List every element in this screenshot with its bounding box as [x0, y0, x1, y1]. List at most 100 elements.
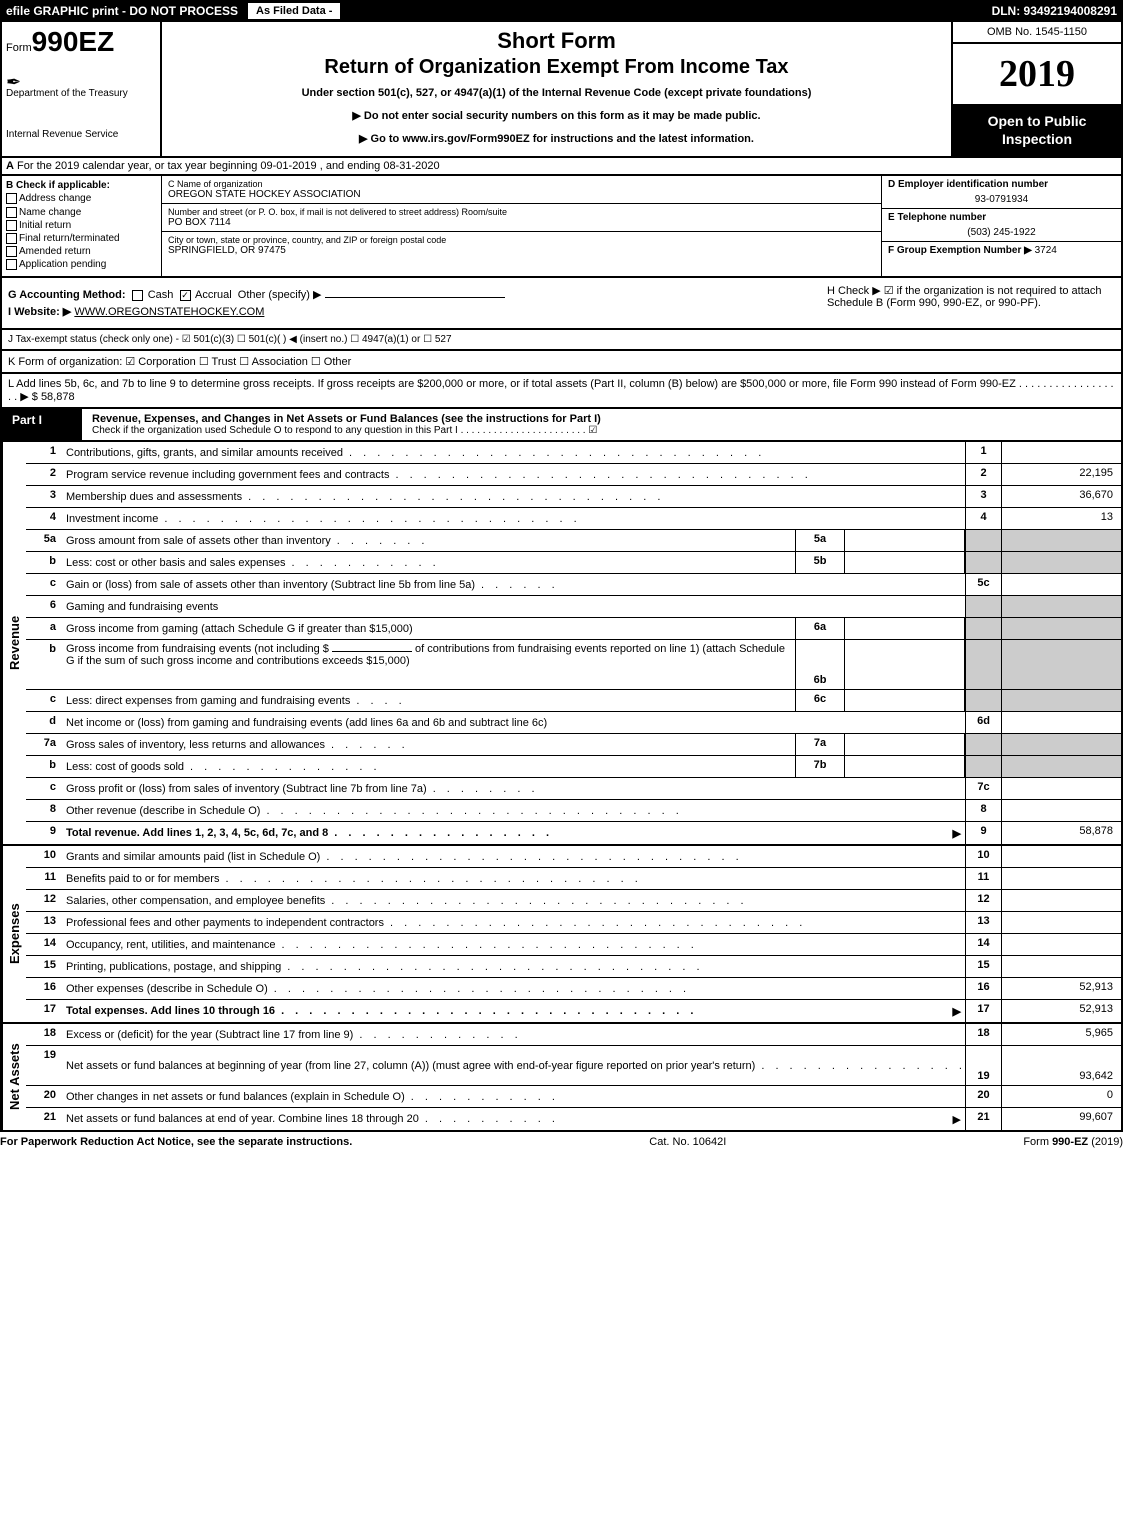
under-section: Under section 501(c), 527, or 4947(a)(1)…	[168, 87, 945, 99]
group-exempt-row: F Group Exemption Number ▶ 3724	[882, 242, 1121, 270]
row-2: 2Program service revenue including gover…	[26, 464, 1121, 486]
row-6d: dNet income or (loss) from gaming and fu…	[26, 712, 1121, 734]
expenses-block: Expenses 10Grants and similar amounts pa…	[0, 846, 1123, 1024]
l-text: L Add lines 5b, 6c, and 7b to line 9 to …	[8, 378, 1016, 390]
row-8: 8Other revenue (describe in Schedule O).…	[26, 800, 1121, 822]
row-7c: cGross profit or (loss) from sales of in…	[26, 778, 1121, 800]
side-revenue: Revenue	[2, 442, 26, 844]
city-row: City or town, state or province, country…	[162, 232, 881, 260]
part1-header: Part I Revenue, Expenses, and Changes in…	[0, 409, 1123, 442]
footer-mid: Cat. No. 10642I	[352, 1136, 1023, 1148]
irs-eagle-icon: ✒	[6, 72, 21, 93]
dept-treasury: Department of the Treasury	[6, 88, 156, 99]
row-7b: bLess: cost of goods sold . . . . . . . …	[26, 756, 1121, 778]
g-left: G Accounting Method: Cash Accrual Other …	[2, 278, 821, 328]
part1-check: ☑	[588, 425, 597, 436]
no-ssn-line: ▶ Do not enter social security numbers o…	[168, 109, 945, 122]
cb-pending[interactable]: Application pending	[6, 259, 157, 270]
netassets-block: Net Assets 18Excess or (deficit) for the…	[0, 1024, 1123, 1132]
row-20: 20Other changes in net assets or fund ba…	[26, 1086, 1121, 1108]
row-5b: bLess: cost or other basis and sales exp…	[26, 552, 1121, 574]
row-18: 18Excess or (deficit) for the year (Subt…	[26, 1024, 1121, 1046]
i-label: I Website: ▶	[8, 306, 71, 318]
g-right: H Check ▶ ☑ if the organization is not r…	[821, 278, 1121, 328]
row-16: 16Other expenses (describe in Schedule O…	[26, 978, 1121, 1000]
dln-label: DLN: 93492194008291	[986, 2, 1123, 20]
section-g: G Accounting Method: Cash Accrual Other …	[0, 278, 1123, 330]
org-city: SPRINGFIELD, OR 97475	[168, 245, 875, 256]
header-mid: Short Form Return of Organization Exempt…	[162, 22, 951, 156]
city-label: City or town, state or province, country…	[168, 235, 875, 245]
row-19: 19Net assets or fund balances at beginni…	[26, 1046, 1121, 1086]
col-c: C Name of organization OREGON STATE HOCK…	[162, 176, 881, 276]
efile-label: efile GRAPHIC print - DO NOT PROCESS	[0, 2, 244, 20]
form-990ez: 990EZ	[32, 26, 115, 57]
form-number: Form990EZ	[6, 42, 114, 54]
form-header: Form990EZ ✒ Department of the Treasury I…	[0, 22, 1123, 158]
row-21: 21Net assets or fund balances at end of …	[26, 1108, 1121, 1130]
header-right: OMB No. 1545-1150 2019 Open to Public In…	[951, 22, 1121, 156]
footer-right: Form 990-EZ (2019)	[1023, 1136, 1123, 1148]
row-10: 10Grants and similar amounts paid (list …	[26, 846, 1121, 868]
cb-initial-return[interactable]: Initial return	[6, 220, 157, 231]
col-b: B Check if applicable: Address change Na…	[2, 176, 162, 276]
part1-title: Revenue, Expenses, and Changes in Net As…	[82, 409, 1121, 440]
cb-final-return[interactable]: Final return/terminated	[6, 233, 157, 244]
top-bar: efile GRAPHIC print - DO NOT PROCESS As …	[0, 0, 1123, 22]
section-l: L Add lines 5b, 6c, and 7b to line 9 to …	[0, 374, 1123, 409]
part1-label: Part I	[2, 409, 82, 440]
row-6b: bGross income from fundraising events (n…	[26, 640, 1121, 690]
6b-contrib-input[interactable]	[332, 651, 412, 652]
row-7a: 7aGross sales of inventory, less returns…	[26, 734, 1121, 756]
website-link[interactable]: WWW.OREGONSTATEHOCKEY.COM	[74, 306, 264, 318]
l-amount-label: ▶ $	[20, 391, 38, 403]
section-bc: B Check if applicable: Address change Na…	[0, 176, 1123, 278]
other-specify-input[interactable]	[325, 297, 505, 298]
row-1: 1Contributions, gifts, grants, and simil…	[26, 442, 1121, 464]
omb-number: OMB No. 1545-1150	[953, 22, 1121, 44]
row-6c: cLess: direct expenses from gaming and f…	[26, 690, 1121, 712]
c-name-label: C Name of organization	[168, 179, 875, 189]
section-j: J Tax-exempt status (check only one) - ☑…	[0, 330, 1123, 351]
cb-cash[interactable]	[132, 290, 143, 301]
section-a: A For the 2019 calendar year, or tax yea…	[0, 158, 1123, 176]
org-addr: PO BOX 7114	[168, 217, 875, 228]
form-prefix: Form	[6, 42, 32, 54]
row-14: 14Occupancy, rent, utilities, and mainte…	[26, 934, 1121, 956]
row-5c: cGain or (loss) from sale of assets othe…	[26, 574, 1121, 596]
org-name: OREGON STATE HOCKEY ASSOCIATION	[168, 189, 875, 200]
g-label: G Accounting Method:	[8, 289, 126, 301]
section-k: K Form of organization: ☑ Corporation ☐ …	[0, 351, 1123, 374]
header-left: Form990EZ ✒ Department of the Treasury I…	[2, 22, 162, 156]
footer: For Paperwork Reduction Act Notice, see …	[0, 1132, 1123, 1152]
as-filed-label: As Filed Data -	[248, 3, 340, 19]
cb-amended[interactable]: Amended return	[6, 246, 157, 257]
cb-accrual[interactable]	[180, 290, 191, 301]
row-5a: 5aGross amount from sale of assets other…	[26, 530, 1121, 552]
f-label: F Group Exemption Number ▶	[888, 245, 1032, 256]
row-6: 6Gaming and fundraising events	[26, 596, 1121, 618]
row-11: 11Benefits paid to or for members. . . .…	[26, 868, 1121, 890]
group-value: 3724	[1035, 245, 1057, 256]
cb-address-change[interactable]: Address change	[6, 193, 157, 204]
row-15: 15Printing, publications, postage, and s…	[26, 956, 1121, 978]
d-label: D Employer identification number	[888, 179, 1115, 190]
row-17: 17Total expenses. Add lines 10 through 1…	[26, 1000, 1121, 1022]
col-d: D Employer identification number 93-0791…	[881, 176, 1121, 276]
row-4: 4Investment income. . . . . . . . . . . …	[26, 508, 1121, 530]
row-13: 13Professional fees and other payments t…	[26, 912, 1121, 934]
ein-row: D Employer identification number 93-0791…	[882, 176, 1121, 209]
b-header: B Check if applicable:	[6, 180, 157, 191]
cb-name-change[interactable]: Name change	[6, 207, 157, 218]
row-12: 12Salaries, other compensation, and empl…	[26, 890, 1121, 912]
row-9: 9Total revenue. Add lines 1, 2, 3, 4, 5c…	[26, 822, 1121, 844]
short-form-title: Short Form	[168, 28, 945, 54]
side-netassets: Net Assets	[2, 1024, 26, 1130]
l-amount: 58,878	[41, 391, 75, 403]
footer-left: For Paperwork Reduction Act Notice, see …	[0, 1136, 352, 1148]
section-a-text: For the 2019 calendar year, or tax year …	[17, 160, 440, 172]
h-text: H Check ▶ ☑ if the organization is not r…	[827, 284, 1115, 309]
addr-row: Number and street (or P. O. box, if mail…	[162, 204, 881, 232]
phone-row: E Telephone number (503) 245-1922	[882, 209, 1121, 242]
irs-label: Internal Revenue Service	[6, 129, 156, 140]
